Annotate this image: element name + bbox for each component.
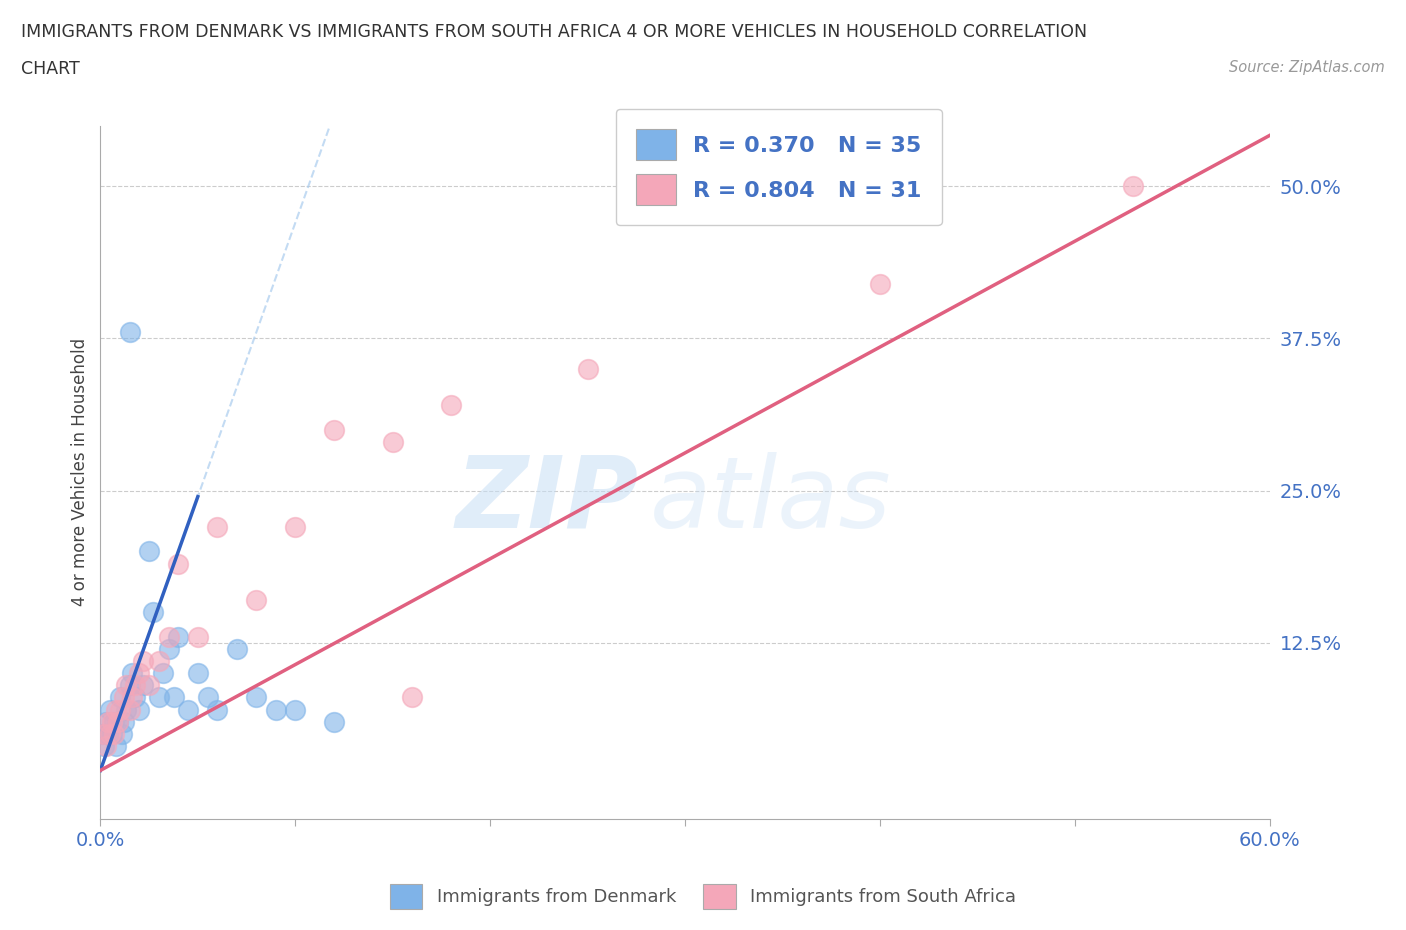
Point <box>118 325 141 339</box>
Point <box>163 690 186 705</box>
Point <box>128 702 150 717</box>
Point <box>101 714 124 729</box>
Point <box>440 398 463 413</box>
Point <box>108 690 131 705</box>
Point <box>148 690 170 705</box>
Point <box>152 666 174 681</box>
Point <box>869 276 891 291</box>
Point <box>401 690 423 705</box>
Point <box>207 520 229 535</box>
Legend: Immigrants from Denmark, Immigrants from South Africa: Immigrants from Denmark, Immigrants from… <box>382 876 1024 916</box>
Point <box>132 678 155 693</box>
Text: Source: ZipAtlas.com: Source: ZipAtlas.com <box>1229 60 1385 75</box>
Point <box>124 690 146 705</box>
Point <box>207 702 229 717</box>
Point <box>98 726 121 741</box>
Point <box>157 642 180 657</box>
Point <box>96 738 118 753</box>
Point <box>97 714 120 729</box>
Point <box>118 702 141 717</box>
Point <box>97 726 120 741</box>
Point <box>142 604 165 619</box>
Legend: R = 0.370   N = 35, R = 0.804   N = 31: R = 0.370 N = 35, R = 0.804 N = 31 <box>616 109 942 225</box>
Point <box>148 654 170 669</box>
Point <box>98 702 121 717</box>
Point <box>121 666 143 681</box>
Point <box>93 738 115 753</box>
Point <box>323 714 346 729</box>
Point <box>111 726 134 741</box>
Point <box>103 714 125 729</box>
Point <box>112 714 135 729</box>
Point <box>323 422 346 437</box>
Point <box>245 690 267 705</box>
Point <box>124 678 146 693</box>
Point <box>138 544 160 559</box>
Point <box>96 714 118 729</box>
Point <box>187 629 209 644</box>
Point <box>157 629 180 644</box>
Point <box>104 702 127 717</box>
Point <box>114 702 136 717</box>
Point <box>167 629 190 644</box>
Point <box>197 690 219 705</box>
Point <box>264 702 287 717</box>
Point <box>107 714 129 729</box>
Point <box>103 726 125 741</box>
Point <box>112 690 135 705</box>
Text: CHART: CHART <box>21 60 80 78</box>
Point <box>576 362 599 377</box>
Text: atlas: atlas <box>650 452 891 549</box>
Point <box>114 678 136 693</box>
Point <box>132 654 155 669</box>
Text: ZIP: ZIP <box>456 452 638 549</box>
Point <box>167 556 190 571</box>
Point <box>91 726 114 741</box>
Point <box>118 678 141 693</box>
Point <box>225 642 247 657</box>
Point <box>1122 179 1144 193</box>
Point <box>108 702 131 717</box>
Point <box>187 666 209 681</box>
Point <box>138 678 160 693</box>
Point <box>381 434 404 449</box>
Point <box>107 714 129 729</box>
Point <box>93 726 115 741</box>
Point <box>284 702 307 717</box>
Y-axis label: 4 or more Vehicles in Household: 4 or more Vehicles in Household <box>72 339 89 606</box>
Text: IMMIGRANTS FROM DENMARK VS IMMIGRANTS FROM SOUTH AFRICA 4 OR MORE VEHICLES IN HO: IMMIGRANTS FROM DENMARK VS IMMIGRANTS FR… <box>21 23 1087 41</box>
Point <box>177 702 200 717</box>
Point <box>101 726 124 741</box>
Point <box>104 738 127 753</box>
Point <box>121 690 143 705</box>
Point <box>128 666 150 681</box>
Point <box>245 592 267 607</box>
Point <box>284 520 307 535</box>
